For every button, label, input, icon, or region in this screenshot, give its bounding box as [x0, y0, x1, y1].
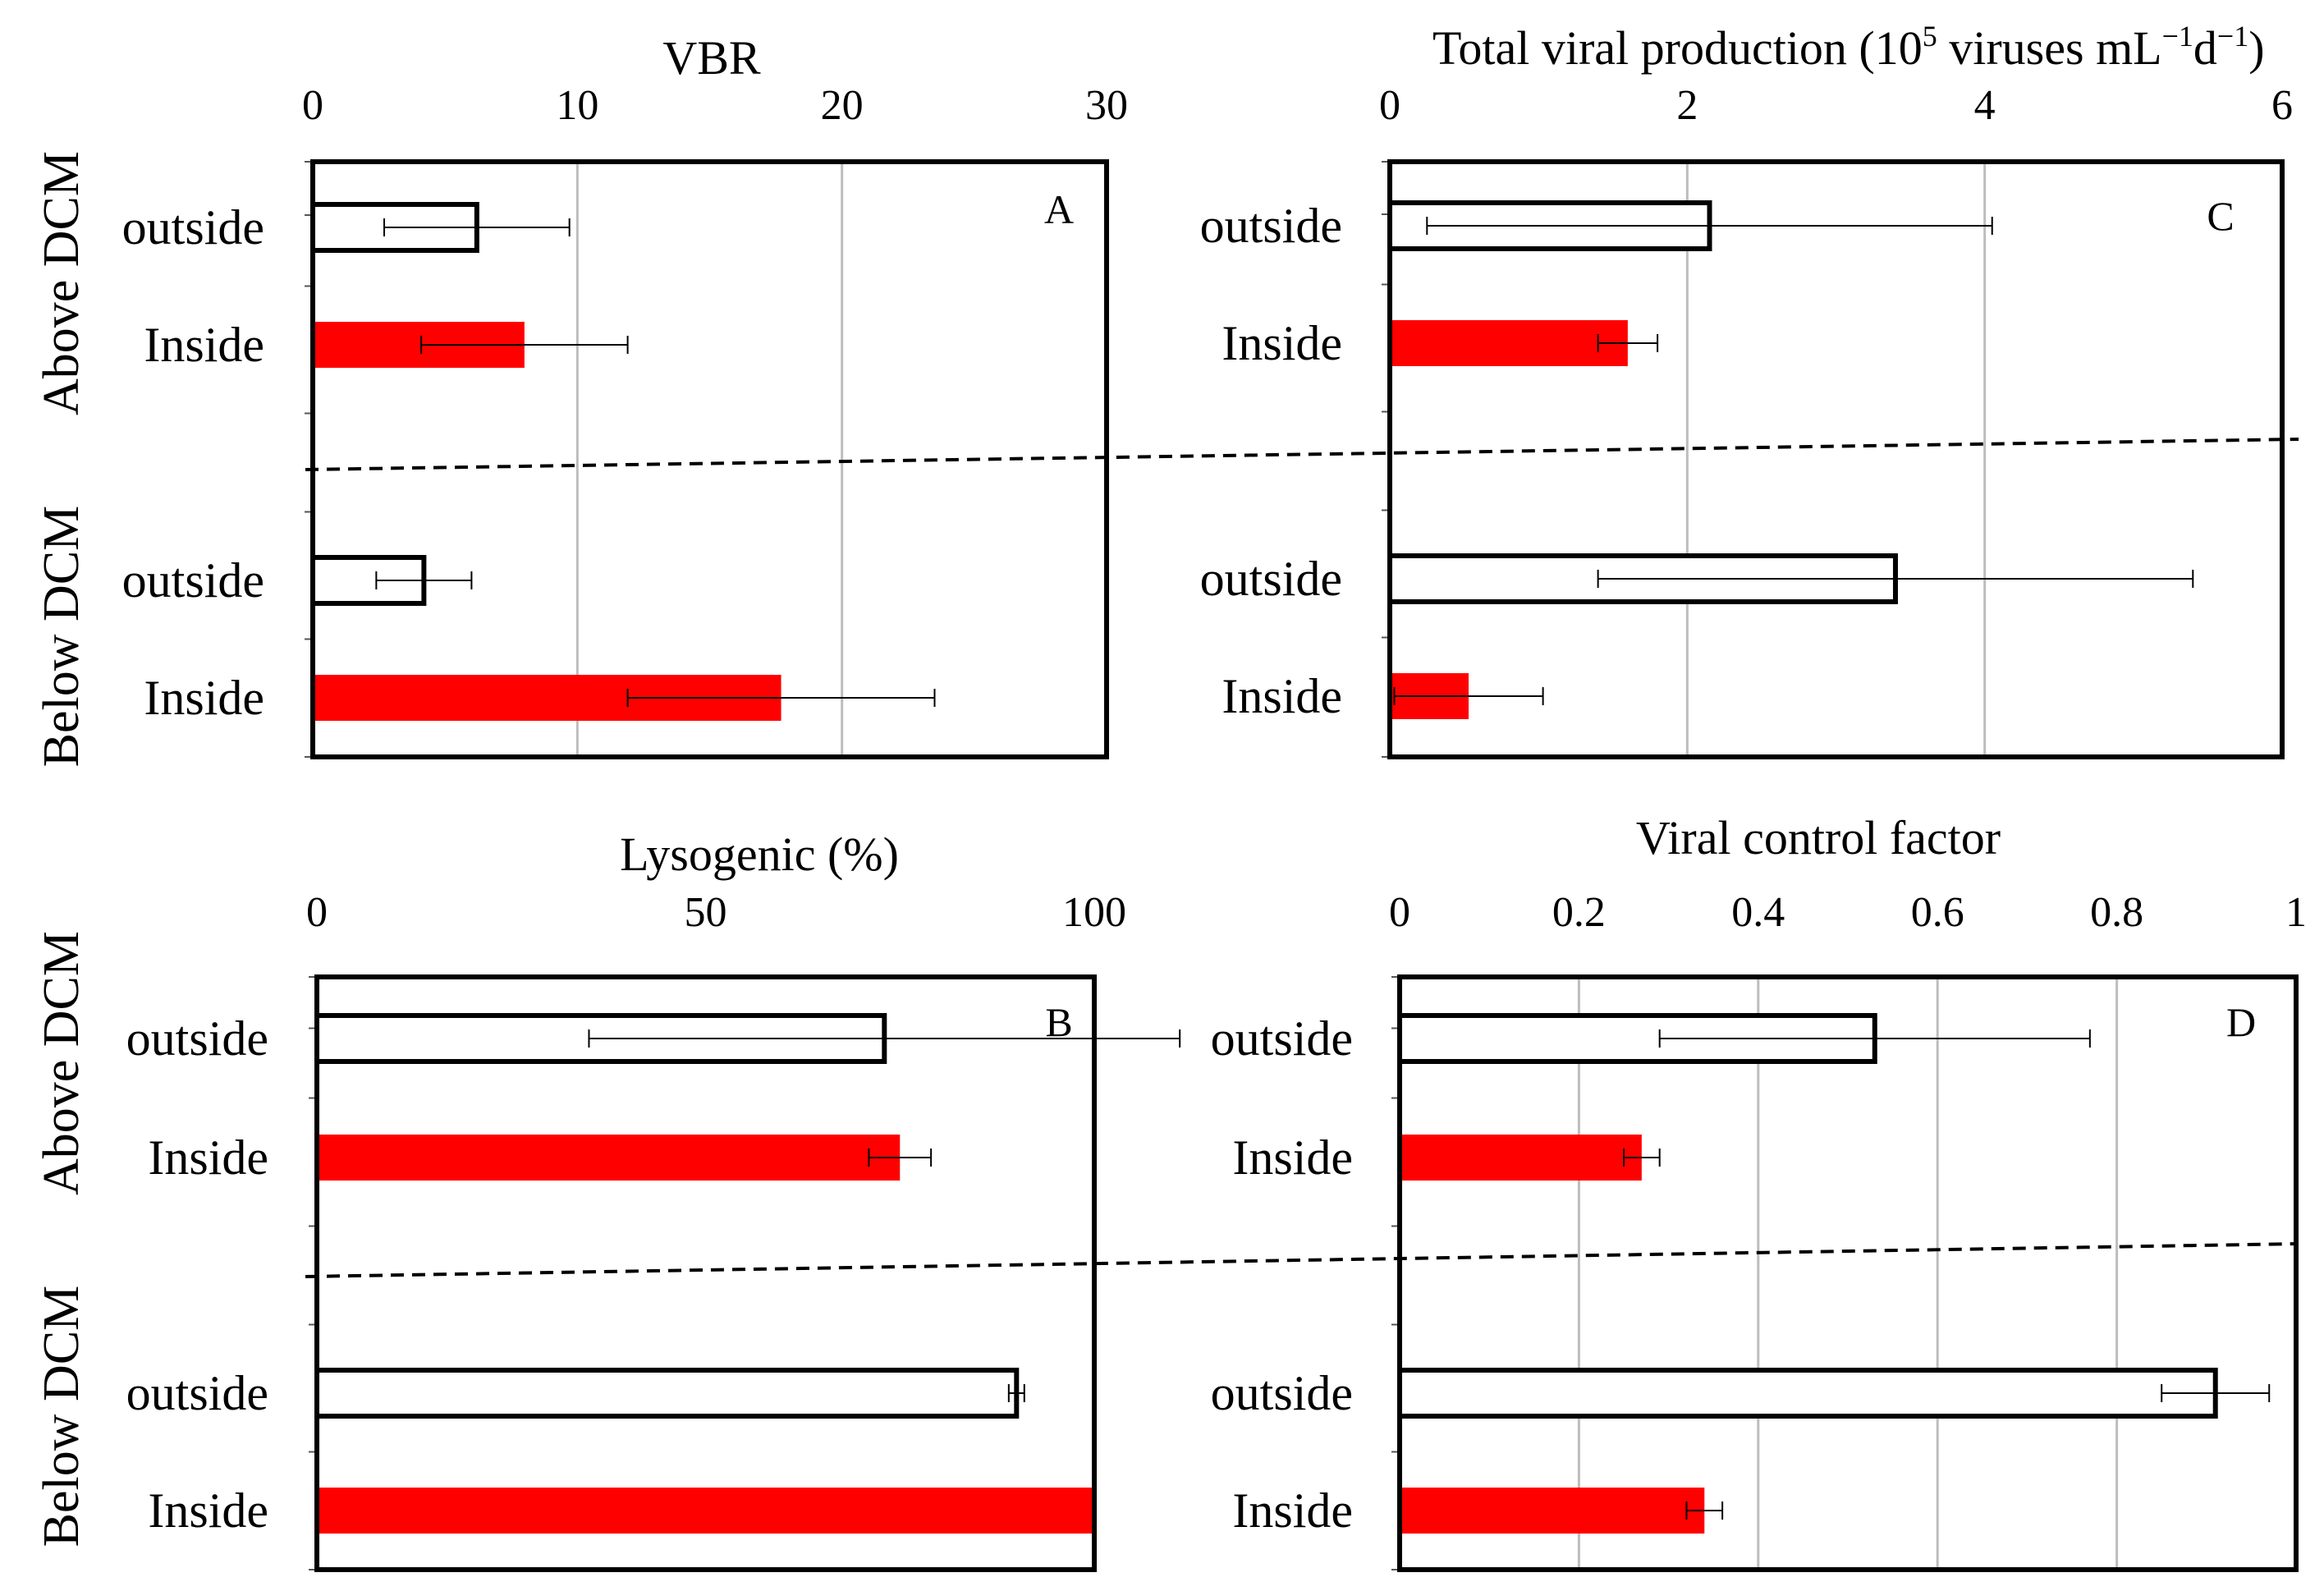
- panel-A-category-label-3: Inside: [144, 671, 264, 725]
- panel-C-category-label-1: Inside: [1222, 316, 1342, 370]
- panel-D-error-bar-3: [1685, 1502, 1724, 1520]
- panel-C-tick-label: 2: [1676, 82, 1698, 129]
- separator-line-bottom: [305, 1242, 2299, 1278]
- panel-C-category-label-3: Inside: [1222, 669, 1342, 723]
- panel-A-category-label-1: Inside: [144, 318, 264, 372]
- panel-D-bar-1: [1400, 1135, 1642, 1181]
- panel-D-tick-label: 0.6: [1911, 889, 1964, 936]
- panel-D-category-label-3: Inside: [1232, 1483, 1353, 1538]
- panel-B-category-label-0: outside: [126, 1011, 268, 1066]
- panel-A-title: VBR: [662, 31, 761, 85]
- panel-D-error-bar-1: [1623, 1149, 1661, 1167]
- panel-A-category-label-2: outside: [122, 553, 264, 608]
- panel-D-tick-label: 0.4: [1731, 889, 1785, 936]
- panel-D-bar-3: [1400, 1488, 1705, 1534]
- panel-C-error-bar-1: [1597, 334, 1659, 352]
- panel-C-title-main: Total viral production (10: [1432, 21, 1923, 75]
- panel-D-title: Viral control factor: [1636, 811, 2001, 864]
- panel-B-category-label-3: Inside: [148, 1483, 268, 1538]
- group-label-below-top: Below DCM: [34, 506, 89, 768]
- panel-D-category-label-1: Inside: [1232, 1130, 1353, 1185]
- panel-A-category-label-0: outside: [122, 200, 264, 254]
- panel-D-bar-2: [1397, 1368, 2218, 1419]
- panel-B-error-bar-2: [1007, 1384, 1025, 1402]
- panel-D-tick-label: 1: [2285, 889, 2307, 936]
- panel-A-frame: [310, 159, 1109, 759]
- panel-C-letter: C: [2207, 193, 2234, 239]
- panel-D-letter: D: [2226, 999, 2256, 1045]
- panel-D-error-bar-0: [1658, 1029, 2091, 1048]
- panel-B-bar-3: [317, 1488, 1094, 1534]
- separator-line-top: [305, 438, 2299, 471]
- panel-A-tick-label: 10: [556, 82, 598, 129]
- panel-B-frame: [314, 974, 1097, 1572]
- panel-C-bar-1: [1390, 320, 1628, 366]
- panel-C-tick-label: 6: [2271, 82, 2293, 129]
- panel-B: 0 50 100 Lysogenic (%) outside Inside outside I…: [126, 828, 1181, 1572]
- panel-C-title-end: ): [2248, 21, 2264, 75]
- panel-B-category-label-1: Inside: [148, 1130, 268, 1185]
- panel-B-error-bar-0: [588, 1029, 1181, 1048]
- panel-B-bar-1: [317, 1135, 901, 1181]
- panel-C-category-label-2: outside: [1200, 552, 1342, 606]
- panel-B-tick-label: 100: [1062, 889, 1126, 936]
- group-label-below-bottom: Below DCM: [34, 1286, 89, 1547]
- panel-D: 0 0.2 0.4 0.6 0.8 1 Viral control factor outsid…: [1211, 811, 2307, 1572]
- panel-A-tick-label: 0: [302, 82, 323, 129]
- panel-C-error-bar-2: [1597, 570, 2194, 588]
- panel-C-category-label-0: outside: [1200, 199, 1342, 253]
- panel-C-title-sup3: −1: [2217, 20, 2248, 53]
- panel-A-letter: A: [1044, 186, 1074, 232]
- panel-B-error-bar-1: [868, 1149, 933, 1167]
- panel-D-tick-label: 0.8: [2090, 889, 2143, 936]
- panel-C-title: Total viral production (105 viruses mL−1…: [1432, 20, 2265, 75]
- panel-B-bar-2: [314, 1368, 1020, 1419]
- panel-C-tick-label: 0: [1379, 82, 1400, 129]
- panel-D-category-label-0: outside: [1211, 1011, 1353, 1066]
- panel-C-title-mid: viruses mL: [1937, 21, 2162, 75]
- panel-B-category-label-2: outside: [126, 1366, 268, 1420]
- panel-B-letter: B: [1045, 999, 1072, 1045]
- panel-D-tick-label: 0: [1389, 889, 1410, 936]
- panel-A-tick-label: 20: [821, 82, 864, 129]
- panel-B-tick-label: 50: [685, 889, 727, 936]
- panel-C-error-bar-3: [1393, 687, 1544, 705]
- panel-C-tick-label: 4: [1974, 82, 1996, 129]
- panel-D-category-label-2: outside: [1211, 1366, 1353, 1420]
- panel-D-tick-label: 0.2: [1552, 889, 1606, 936]
- panel-C-title-sup1: 5: [1923, 20, 1937, 53]
- group-label-above-bottom: Above DCM: [34, 931, 89, 1195]
- panel-A-error-bar-3: [626, 689, 936, 707]
- panel-D-frame: [1397, 974, 2299, 1572]
- panel-C-frame: [1387, 159, 2285, 759]
- panel-C-title-sup2: −1: [2162, 20, 2193, 53]
- panel-B-tick-label: 0: [306, 889, 328, 936]
- panel-C-error-bar-0: [1426, 217, 1993, 235]
- panel-A-error-bar-0: [383, 218, 571, 236]
- panel-A: 0 10 20 30 VBR outside Inside outside Inside A: [122, 31, 1128, 759]
- group-label-above-top: Above DCM: [34, 151, 89, 415]
- panel-A-tick-label: 30: [1085, 82, 1128, 129]
- panel-D-error-bar-2: [2161, 1384, 2271, 1402]
- panel-B-title: Lysogenic (%): [620, 828, 899, 881]
- panel-C-title-mid2: d: [2193, 21, 2217, 75]
- panel-A-error-bar-1: [420, 336, 629, 354]
- panel-C: 0 2 4 6 outside Inside outside Inside C: [1200, 82, 2293, 759]
- panel-A-error-bar-2: [375, 571, 473, 589]
